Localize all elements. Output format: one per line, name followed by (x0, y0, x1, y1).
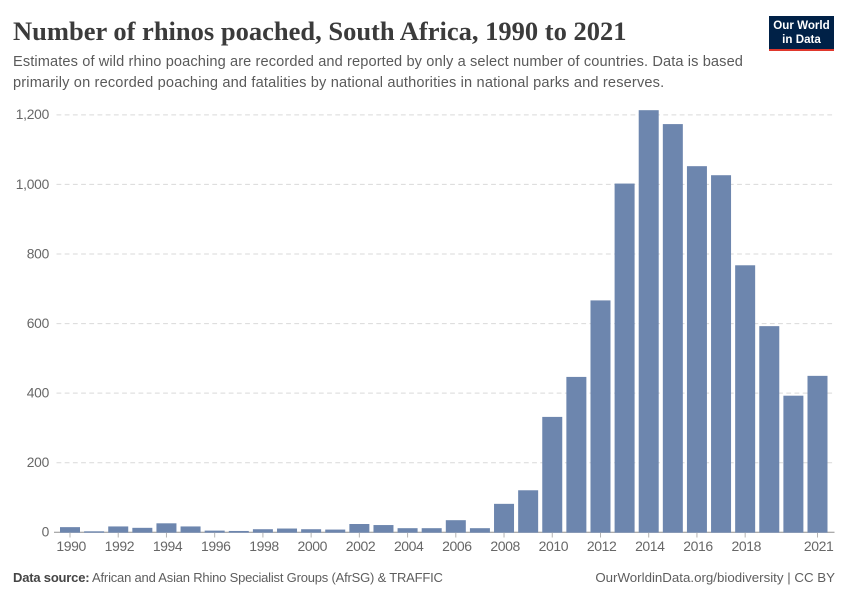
svg-text:600: 600 (27, 316, 50, 331)
svg-text:2004: 2004 (394, 538, 424, 554)
svg-text:2014: 2014 (635, 538, 665, 554)
svg-text:2002: 2002 (346, 538, 376, 554)
svg-text:1994: 1994 (153, 538, 183, 554)
svg-text:1990: 1990 (56, 538, 86, 554)
svg-text:2008: 2008 (490, 538, 520, 554)
svg-text:2016: 2016 (683, 538, 713, 554)
svg-text:1992: 1992 (105, 538, 135, 554)
svg-text:1998: 1998 (249, 538, 279, 554)
svg-text:0: 0 (42, 525, 50, 540)
svg-text:1996: 1996 (201, 538, 231, 554)
svg-text:2021: 2021 (804, 538, 834, 554)
svg-text:1,000: 1,000 (16, 177, 50, 192)
svg-text:400: 400 (27, 385, 50, 400)
svg-text:2006: 2006 (442, 538, 472, 554)
svg-text:2000: 2000 (297, 538, 327, 554)
svg-text:2010: 2010 (539, 538, 569, 554)
svg-text:2018: 2018 (732, 538, 762, 554)
svg-text:2012: 2012 (587, 538, 617, 554)
svg-text:1,200: 1,200 (16, 107, 50, 122)
svg-text:200: 200 (27, 455, 50, 470)
svg-text:800: 800 (27, 246, 50, 261)
